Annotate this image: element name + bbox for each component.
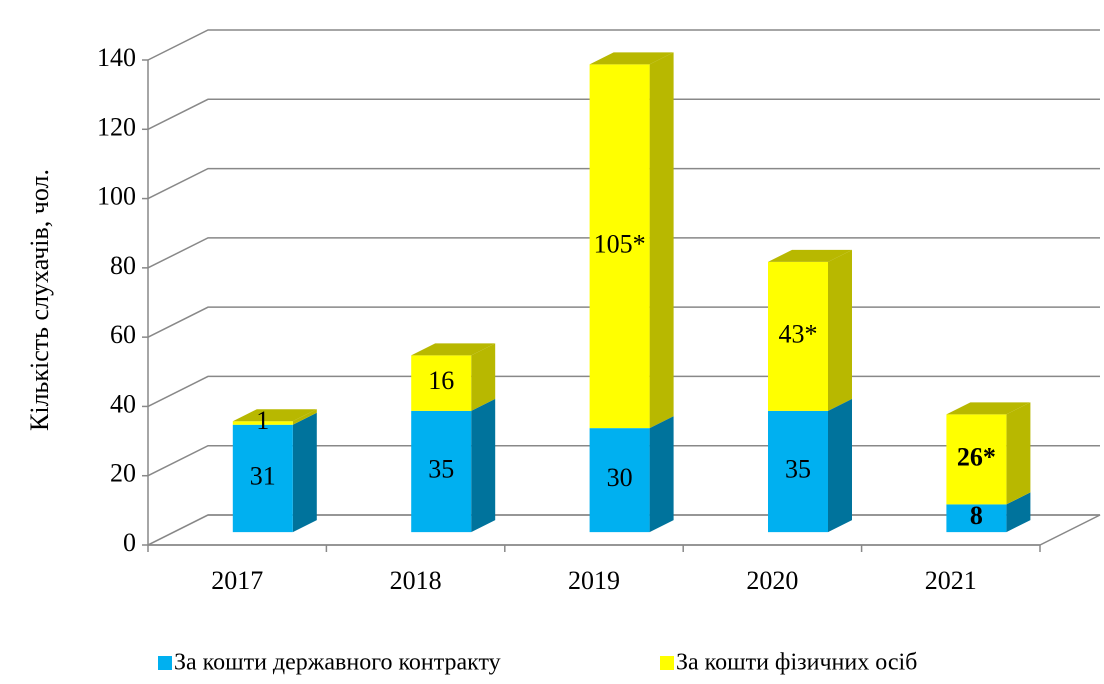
bar-side — [828, 398, 852, 533]
data-label: 105* — [594, 229, 646, 258]
data-label: 1 — [256, 406, 269, 435]
bar — [946, 504, 1007, 533]
data-label: 35 — [428, 454, 454, 483]
data-label: 35 — [785, 454, 811, 483]
data-label: 43* — [779, 319, 818, 348]
bar — [946, 414, 1007, 505]
bar — [232, 424, 293, 533]
y-axis-label: Кількість слухачів, чол. — [25, 169, 54, 431]
data-label: 26* — [957, 442, 996, 471]
bar — [589, 428, 650, 533]
bar-side — [471, 398, 496, 533]
bar-side — [649, 52, 674, 429]
bar-side — [828, 249, 852, 411]
y-tick-label: 40 — [110, 389, 136, 418]
data-label: 30 — [607, 463, 633, 492]
bar-top — [946, 402, 1031, 415]
data-label: 31 — [250, 461, 276, 490]
bar-top — [768, 249, 852, 262]
data-label: 8 — [970, 501, 983, 530]
x-tick-label: 2021 — [925, 566, 977, 595]
grid-line — [147, 98, 1100, 130]
bar — [411, 410, 472, 533]
legend-label: За кошти державного контракту — [174, 650, 501, 676]
x-tick-label: 2018 — [390, 566, 442, 595]
y-tick-label: 60 — [110, 320, 136, 349]
bar-top — [411, 343, 496, 356]
bar — [232, 421, 293, 425]
y-tick-label: 80 — [110, 251, 136, 280]
x-tick-label: 2019 — [568, 566, 620, 595]
bar — [411, 355, 472, 411]
y-tick-label: 140 — [97, 43, 136, 72]
bar-top — [232, 409, 317, 422]
legend-swatch — [660, 656, 674, 670]
grid-line — [147, 29, 1100, 61]
legend-label: За кошти фізичних осіб — [676, 650, 917, 676]
bar — [768, 261, 828, 411]
bar-side — [292, 409, 317, 425]
x-tick-label: 2017 — [211, 566, 263, 595]
y-tick-label: 20 — [110, 459, 136, 488]
grid-line — [147, 167, 1100, 200]
legend-swatch — [158, 656, 172, 670]
data-label: 16 — [428, 366, 454, 395]
bar-side — [649, 416, 674, 533]
bar-side — [1006, 402, 1031, 505]
bar-side — [1006, 492, 1031, 533]
bar — [768, 410, 828, 533]
y-tick-label: 0 — [123, 528, 136, 557]
x-tick-label: 2020 — [746, 566, 798, 595]
bar-side — [471, 343, 496, 411]
bar — [589, 64, 650, 429]
bar-side — [292, 412, 317, 533]
y-tick-label: 120 — [97, 112, 136, 141]
y-tick-label: 100 — [97, 182, 136, 211]
bar-top — [589, 52, 674, 65]
grid-line — [147, 237, 1100, 269]
legend: За кошти державного контракту За кошти фі… — [158, 650, 917, 676]
